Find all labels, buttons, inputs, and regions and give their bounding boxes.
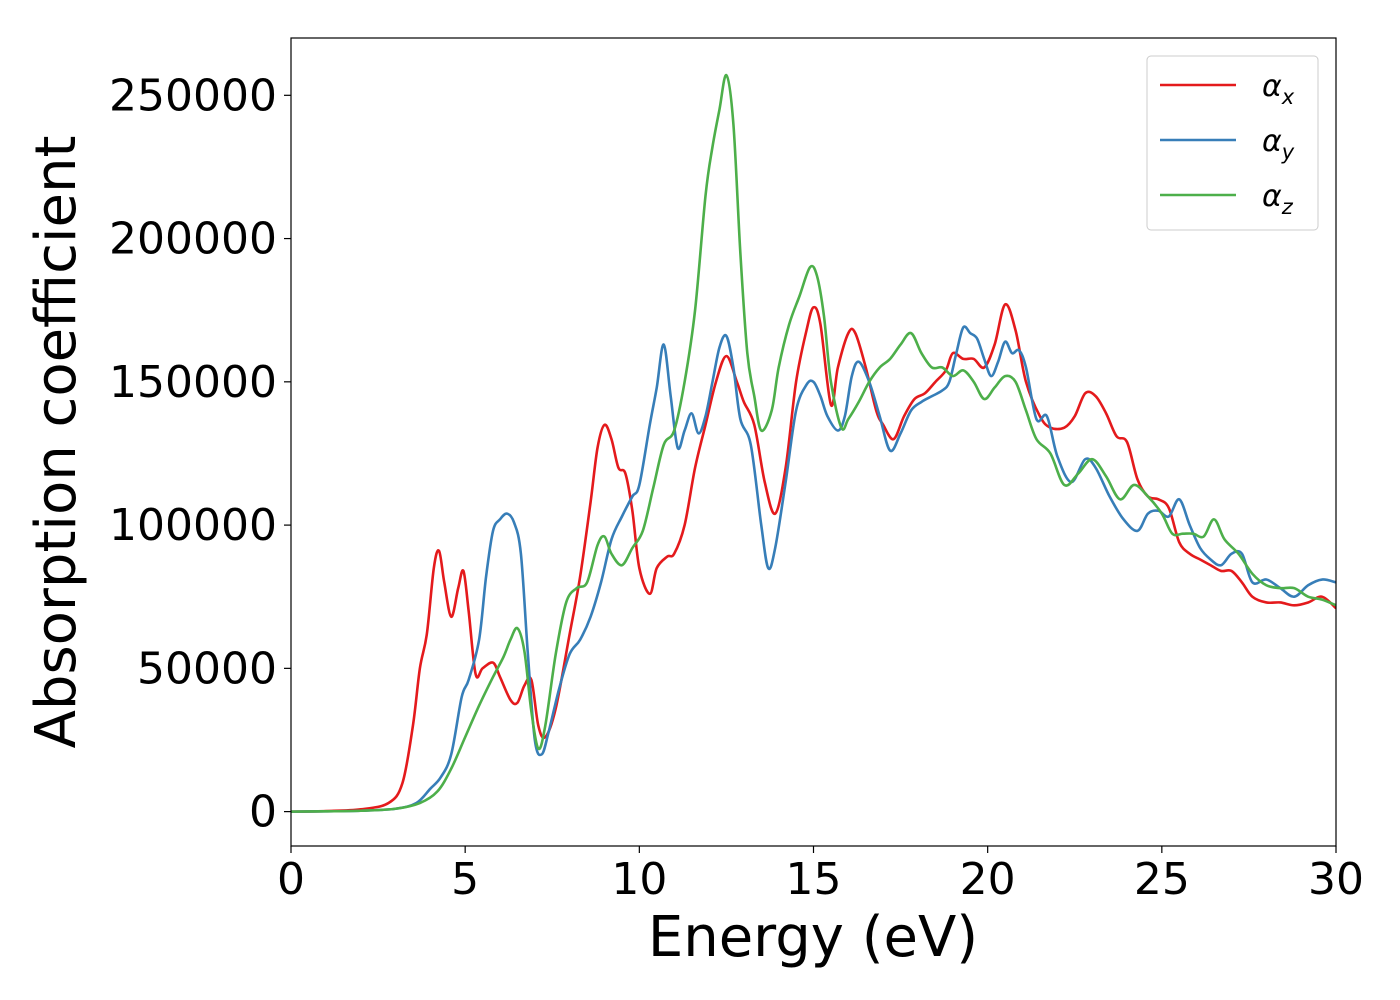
legend-label-y: αy (1262, 124, 1295, 164)
y-tick-label: 150000 (109, 357, 277, 408)
y-axis-title: Absorption coefficient (24, 136, 89, 749)
legend-items: αx αy αz (1160, 69, 1295, 219)
y-tick-label: 50000 (137, 643, 277, 694)
x-tick-label: 20 (960, 854, 1016, 905)
series-layer (291, 73, 1336, 813)
series-line-y (291, 325, 1336, 813)
x-tick-label: 0 (277, 854, 305, 905)
x-tick-label: 15 (786, 854, 842, 905)
y-tick-label: 100000 (109, 500, 277, 551)
ticks-layer: 0 5 10 15 20 25 30 0 50000 100000 150000 200000 2500… (109, 70, 1364, 905)
legend-label-x: αx (1262, 69, 1295, 109)
y-tick-label: 0 (249, 787, 277, 838)
legend: αx αy αz (1146, 55, 1319, 231)
y-tick-label: 250000 (109, 70, 277, 121)
y-tick-label: 200000 (109, 214, 277, 265)
x-tick-label: 5 (451, 854, 479, 905)
x-tick-label: 10 (611, 854, 667, 905)
x-tick-label: 30 (1308, 854, 1364, 905)
series-line-x (291, 303, 1336, 813)
legend-box (1146, 55, 1319, 231)
x-axis-title: Energy (eV) (648, 905, 978, 970)
legend-label-z: αz (1262, 179, 1294, 219)
x-tick-label: 25 (1134, 854, 1190, 905)
series-line-z (291, 73, 1336, 813)
